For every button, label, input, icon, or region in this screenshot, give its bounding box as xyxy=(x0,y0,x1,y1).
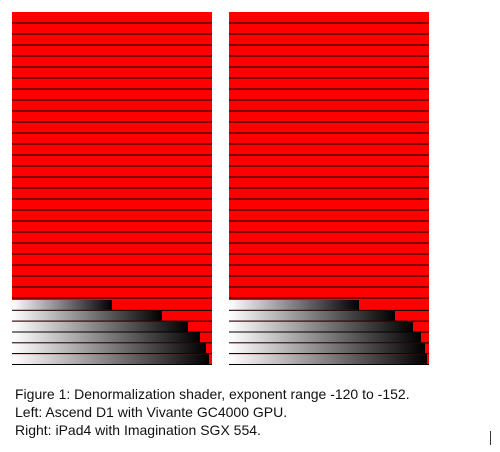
gradient-row xyxy=(229,332,421,343)
gradient-row xyxy=(229,300,359,310)
gradient-row xyxy=(12,300,112,310)
gradient-row xyxy=(12,343,206,354)
left-device-panel xyxy=(12,12,212,365)
gradient-row xyxy=(229,343,425,354)
gradient-row xyxy=(229,321,413,332)
caption-line-2: Left: Ascend D1 with Vivante GC4000 GPU. xyxy=(15,404,288,420)
figure-caption: Figure 1: Denormalization shader, expone… xyxy=(15,385,485,439)
right-panel-svg xyxy=(229,12,429,365)
right-device-panel xyxy=(229,12,429,365)
text-cursor-mark xyxy=(490,431,491,445)
gradient-row xyxy=(12,321,188,332)
caption-line-1: Figure 1: Denormalization shader, expone… xyxy=(15,386,410,402)
gradient-row xyxy=(12,332,200,343)
caption-line-3: Right: iPad4 with Imagination SGX 554. xyxy=(15,422,261,438)
left-panel-svg xyxy=(12,12,212,365)
gradient-row xyxy=(12,354,209,364)
gradient-row xyxy=(12,310,162,321)
gradient-row xyxy=(229,310,395,321)
gradient-row xyxy=(229,354,427,364)
